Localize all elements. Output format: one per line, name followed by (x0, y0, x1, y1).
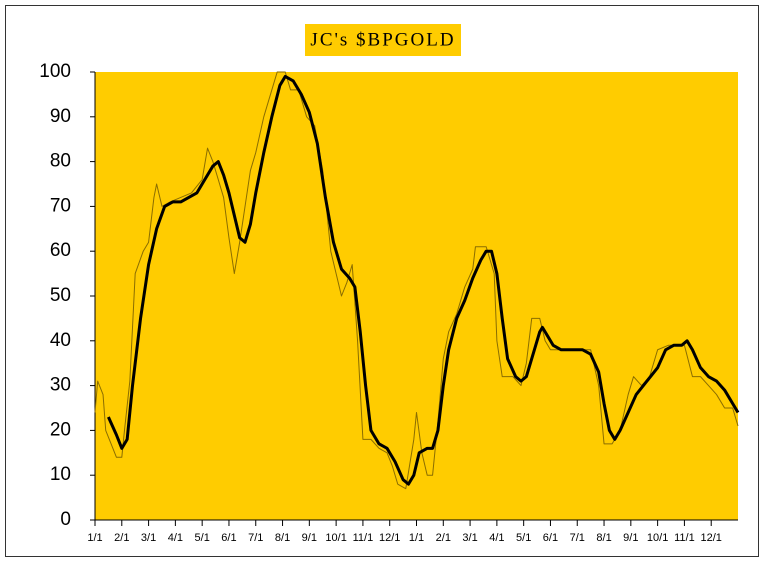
x-tick-label: 5/1 (516, 532, 531, 544)
x-tick-label: 4/1 (168, 532, 183, 544)
x-tick-label: 1/1 (87, 532, 102, 544)
title-box (305, 24, 461, 56)
x-tick-label: 12/1 (379, 532, 400, 544)
y-tick-label: 30 (50, 375, 71, 396)
y-tick-label: 0 (60, 509, 71, 530)
y-tick-label: 10 (50, 464, 71, 485)
x-tick-label: 3/1 (141, 532, 156, 544)
x-tick-label: 2/1 (436, 532, 451, 544)
y-tick-label: 90 (50, 106, 71, 127)
y-tick-label: 80 (50, 151, 71, 172)
x-tick-label: 2/1 (114, 532, 129, 544)
x-tick-label: 8/1 (275, 532, 290, 544)
x-tick-label: 3/1 (462, 532, 477, 544)
y-tick-label: 50 (50, 285, 71, 306)
x-tick-label: 1/1 (409, 532, 424, 544)
y-tick-label: 60 (50, 240, 71, 261)
y-tick-label: 100 (39, 61, 71, 82)
x-tick-label: 10/1 (325, 532, 346, 544)
y-tick-label: 70 (50, 195, 71, 216)
y-tick-label: 20 (50, 419, 71, 440)
x-tick-label: 7/1 (248, 532, 263, 544)
series-line (107, 74, 740, 486)
x-tick-label: 4/1 (489, 532, 504, 544)
x-tick-label: 5/1 (195, 532, 210, 544)
chart-title: JC's $BPGOLD (310, 29, 455, 50)
y-tick-label: 40 (50, 330, 71, 351)
x-tick-label: 12/1 (700, 532, 721, 544)
x-tick-label: 10/1 (647, 532, 668, 544)
x-tick-label: 6/1 (543, 532, 558, 544)
x-tick-label: 9/1 (623, 532, 638, 544)
x-tick-label: 6/1 (221, 532, 236, 544)
x-tick-label: 9/1 (302, 532, 317, 544)
x-tick-label: 8/1 (596, 532, 611, 544)
series-line (94, 71, 739, 490)
plot-area (95, 72, 738, 520)
x-tick-label: 11/1 (353, 532, 374, 544)
x-tick-label: 11/1 (674, 532, 695, 544)
x-tick-label: 7/1 (570, 532, 585, 544)
